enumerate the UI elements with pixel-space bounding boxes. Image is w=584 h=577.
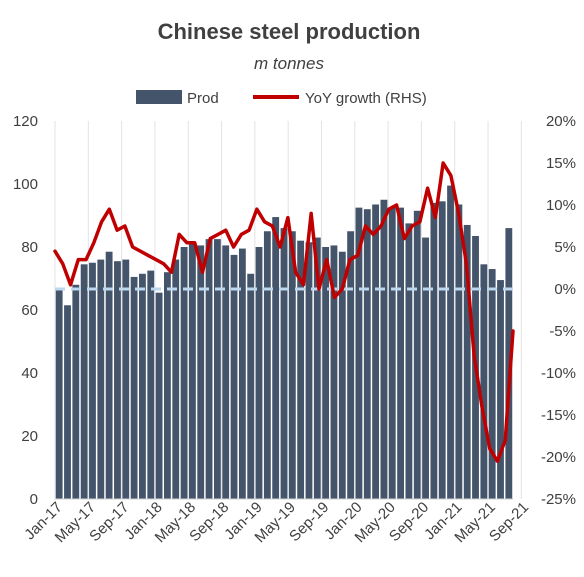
bar-prod-37 [363,209,371,499]
bar-prod-26 [272,217,280,499]
bar-prod-47 [447,185,454,499]
legend-label-prod: Prod [187,90,219,107]
bar-series-prod [55,185,513,500]
right-axis-ticks: -25% -20% -15% -10% -5% 0% 5% 10% 15% 20% [541,113,576,508]
bar-prod-18 [205,239,213,500]
left-tick-label: 100 [13,176,38,193]
right-tick-label: -25% [541,491,576,508]
bar-prod-3 [80,264,88,499]
bar-prod-24 [255,247,263,499]
chart-title: Chinese steel production [158,19,421,44]
legend-swatch-prod [136,90,182,104]
bar-prod-42 [405,223,413,500]
bar-prod-52 [488,269,496,499]
bar-prod-32 [322,247,330,499]
bar-prod-45 [430,202,438,499]
bar-prod-9 [130,276,138,499]
bar-prod-13 [164,272,171,499]
bar-prod-28 [288,231,296,499]
right-tick-label: 0% [554,281,576,298]
legend-label-yoy: YoY growth (RHS) [305,90,427,107]
bar-prod-14 [172,259,180,499]
bar-prod-49 [463,224,471,499]
bar-prod-20 [222,245,230,499]
right-tick-label: -20% [541,449,576,466]
right-tick-label: -5% [549,323,576,340]
bar-prod-43 [413,210,421,499]
line-series-yoy-growth [53,161,515,463]
bar-prod-46 [438,201,446,499]
legend: Prod YoY growth (RHS) [136,90,427,107]
bar-prod-11 [147,270,155,500]
bar-prod-48 [455,204,463,500]
left-tick-label: 20 [21,428,38,445]
left-tick-label: 60 [21,302,38,319]
bar-prod-10 [139,273,146,499]
right-tick-label: 20% [546,113,576,130]
bar-prod-53 [497,280,504,499]
bar-prod-54 [505,228,513,499]
left-tick-label: 80 [21,239,38,256]
right-tick-label: -15% [541,407,576,424]
bar-prod-17 [197,245,205,499]
left-tick-label: 0 [30,491,38,508]
bar-prod-39 [380,199,388,499]
right-tick-label: -10% [541,365,576,382]
right-tick-label: 15% [546,155,576,172]
left-tick-label: 40 [21,365,38,382]
bar-prod-44 [422,237,429,500]
bar-prod-36 [355,207,363,500]
bar-prod-51 [480,264,488,499]
bar-prod-29 [297,240,305,499]
bar-prod-25 [263,231,271,499]
bar-prod-23 [247,273,255,499]
bar-prod-4 [89,262,96,499]
x-axis-ticks: Jan-17May-17Sep-17Jan-18May-18Sep-18Jan-… [21,499,532,546]
bar-prod-38 [372,204,380,500]
bar-prod-27 [280,228,288,499]
bar-prod-34 [338,251,346,499]
bar-prod-40 [388,207,396,500]
bar-prod-12 [155,292,163,499]
right-tick-label: 10% [546,197,576,214]
bar-prod-15 [180,247,188,499]
left-axis-ticks: 0 20 40 60 80 100 120 [13,113,38,508]
gridlines [54,121,522,499]
bar-prod-41 [397,207,404,500]
bar-prod-30 [305,242,313,499]
bar-prod-35 [347,231,355,499]
bar-prod-7 [114,261,121,499]
bar-prod-5 [97,259,105,499]
bar-prod-1 [64,305,71,499]
right-tick-label: 5% [554,239,576,256]
bar-prod-33 [330,245,338,499]
bar-prod-6 [105,251,113,499]
bar-prod-8 [122,259,130,499]
bar-prod-22 [238,248,246,499]
bar-prod-31 [313,237,321,500]
chart-subtitle: m tonnes [254,54,324,73]
bar-prod-2 [72,284,80,499]
bar-prod-0 [55,287,63,499]
bar-prod-21 [230,254,238,500]
bar-prod-16 [188,242,196,499]
bar-prod-19 [213,239,221,500]
left-tick-label: 120 [13,113,38,130]
